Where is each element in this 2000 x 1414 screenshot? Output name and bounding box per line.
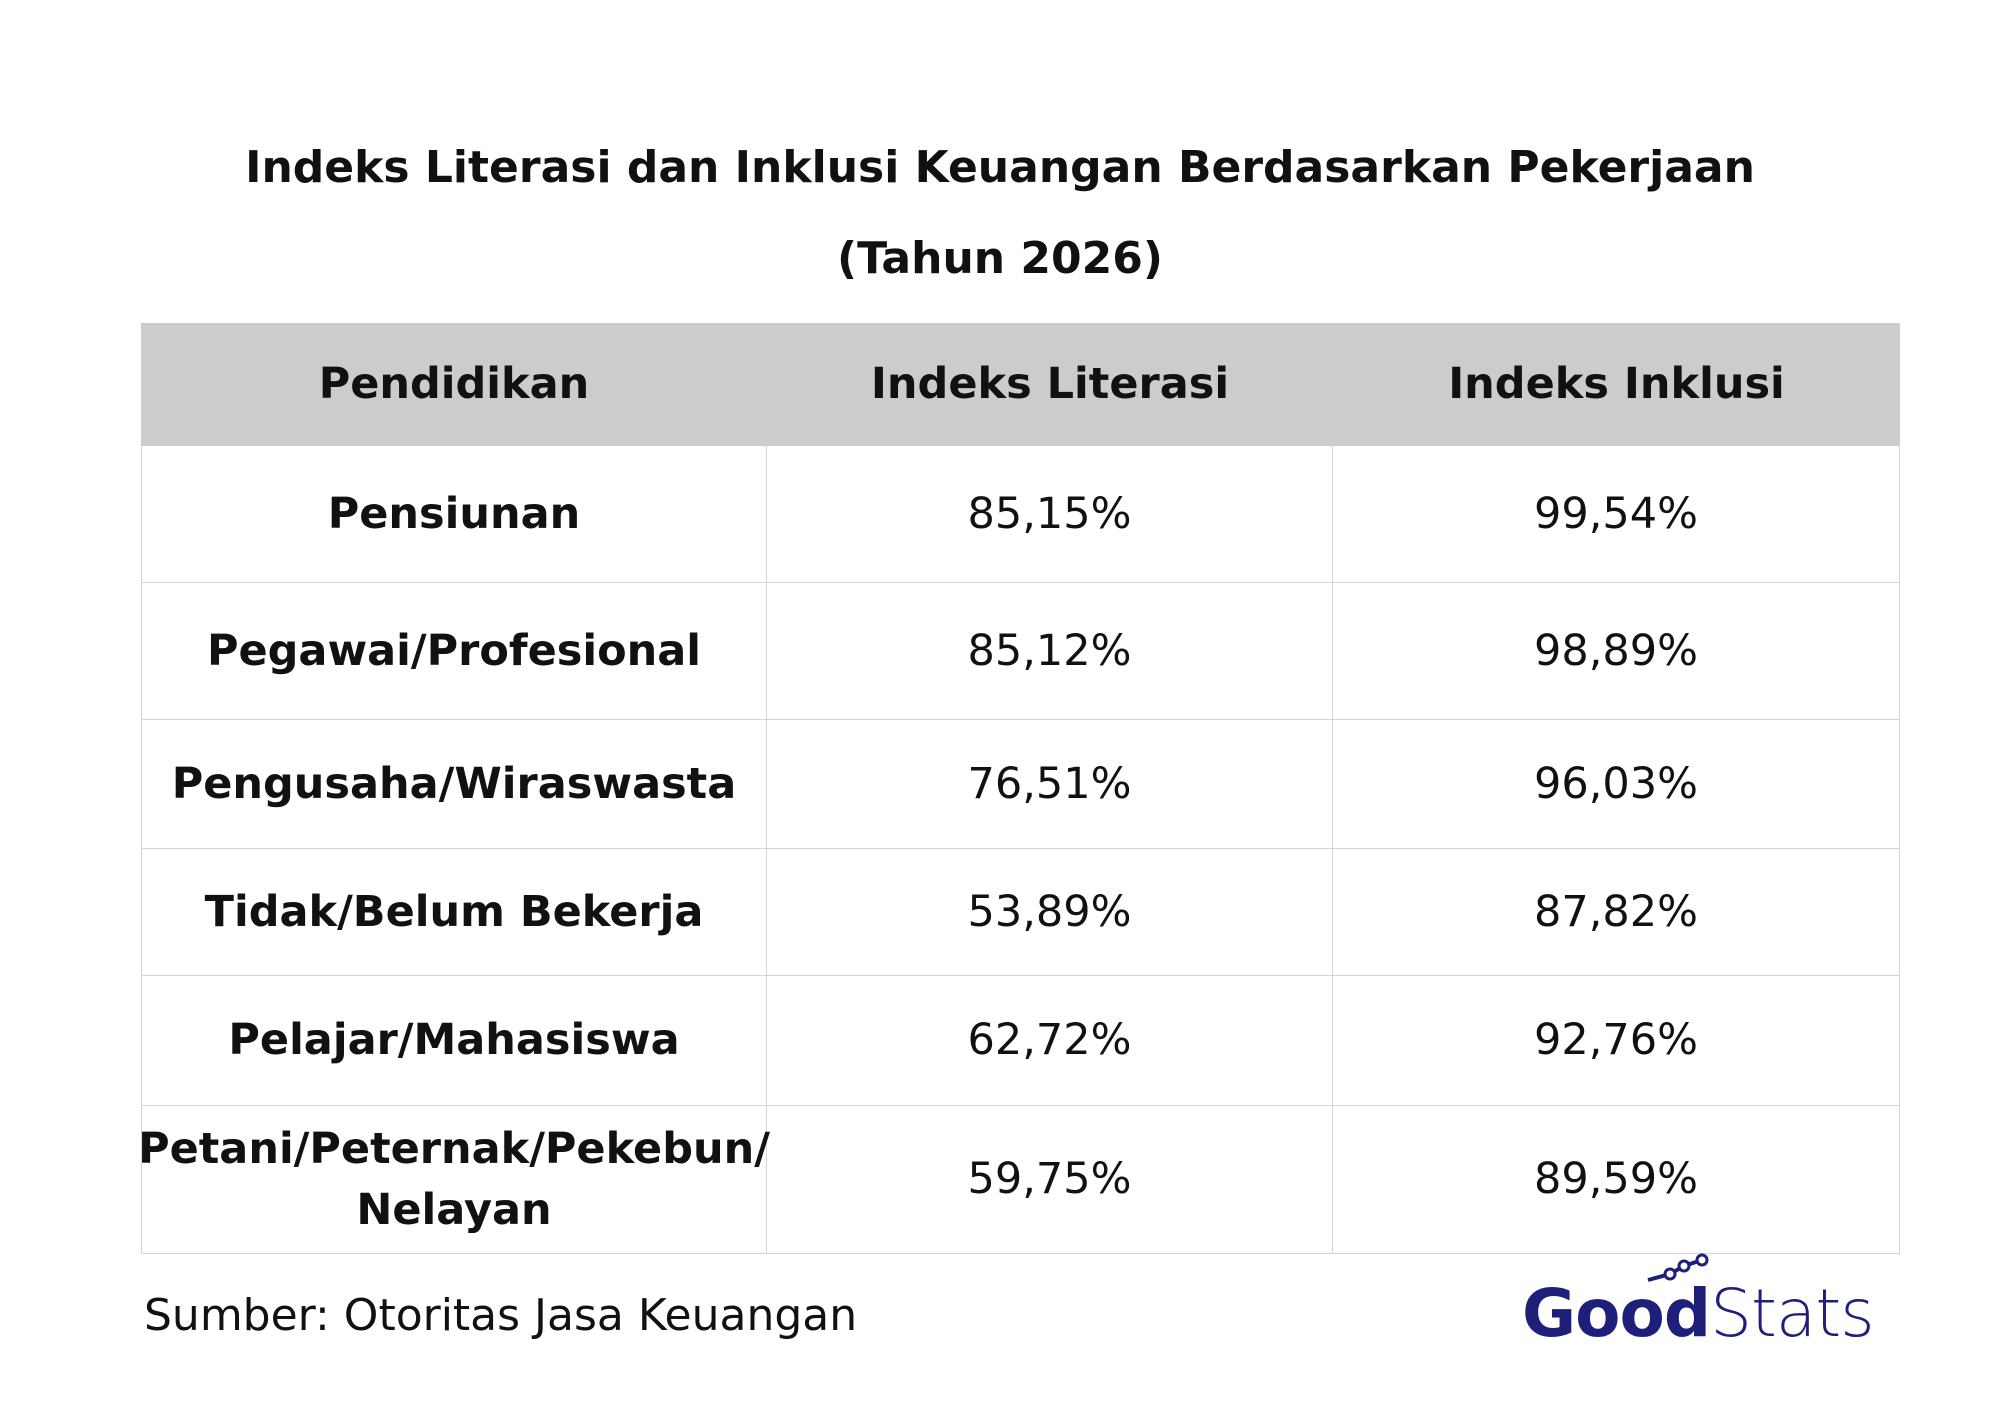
row-label: Pengusaha/Wiraswasta	[141, 720, 767, 849]
logo-icon	[1647, 1253, 1709, 1282]
title: Indeks Literasi dan Inklusi Keuangan Ber…	[245, 142, 1755, 193]
value-cell: 85,12%	[767, 583, 1333, 720]
header-cell: Pendidikan	[141, 323, 767, 446]
value-cell: 92,76%	[1333, 976, 1900, 1106]
row-label: Pelajar/Mahasiswa	[141, 976, 767, 1106]
subtitle: (Tahun 2026)	[836, 233, 1163, 284]
value-cell: 85,15%	[767, 446, 1333, 583]
value-cell: 62,72%	[767, 976, 1333, 1106]
value-cell: 98,89%	[1333, 583, 1900, 720]
value-cell: 59,75%	[767, 1106, 1333, 1254]
logo-bold: Good	[1522, 1275, 1711, 1352]
header-cell: Indeks Inklusi	[1333, 323, 1900, 446]
value-cell: 53,89%	[767, 849, 1333, 976]
row-label: Tidak/Belum Bekerja	[141, 849, 767, 976]
value-cell: 76,51%	[767, 720, 1333, 849]
header-cell: Indeks Literasi	[767, 323, 1333, 446]
value-cell: 99,54%	[1333, 446, 1900, 583]
row-label: Petani/Peternak/Pekebun/ Nelayan	[138, 1106, 770, 1254]
value-cell: 87,82%	[1333, 849, 1900, 976]
source: Sumber: Otoritas Jasa Keuangan	[144, 1290, 858, 1341]
value-cell: 96,03%	[1333, 720, 1900, 849]
logo: GoodStats	[1522, 1275, 1875, 1352]
value-cell: 89,59%	[1333, 1106, 1900, 1254]
row-label: Pegawai/Profesional	[141, 583, 767, 720]
logo-light: Stats	[1710, 1275, 1874, 1352]
row-label: Pensiunan	[141, 446, 767, 583]
